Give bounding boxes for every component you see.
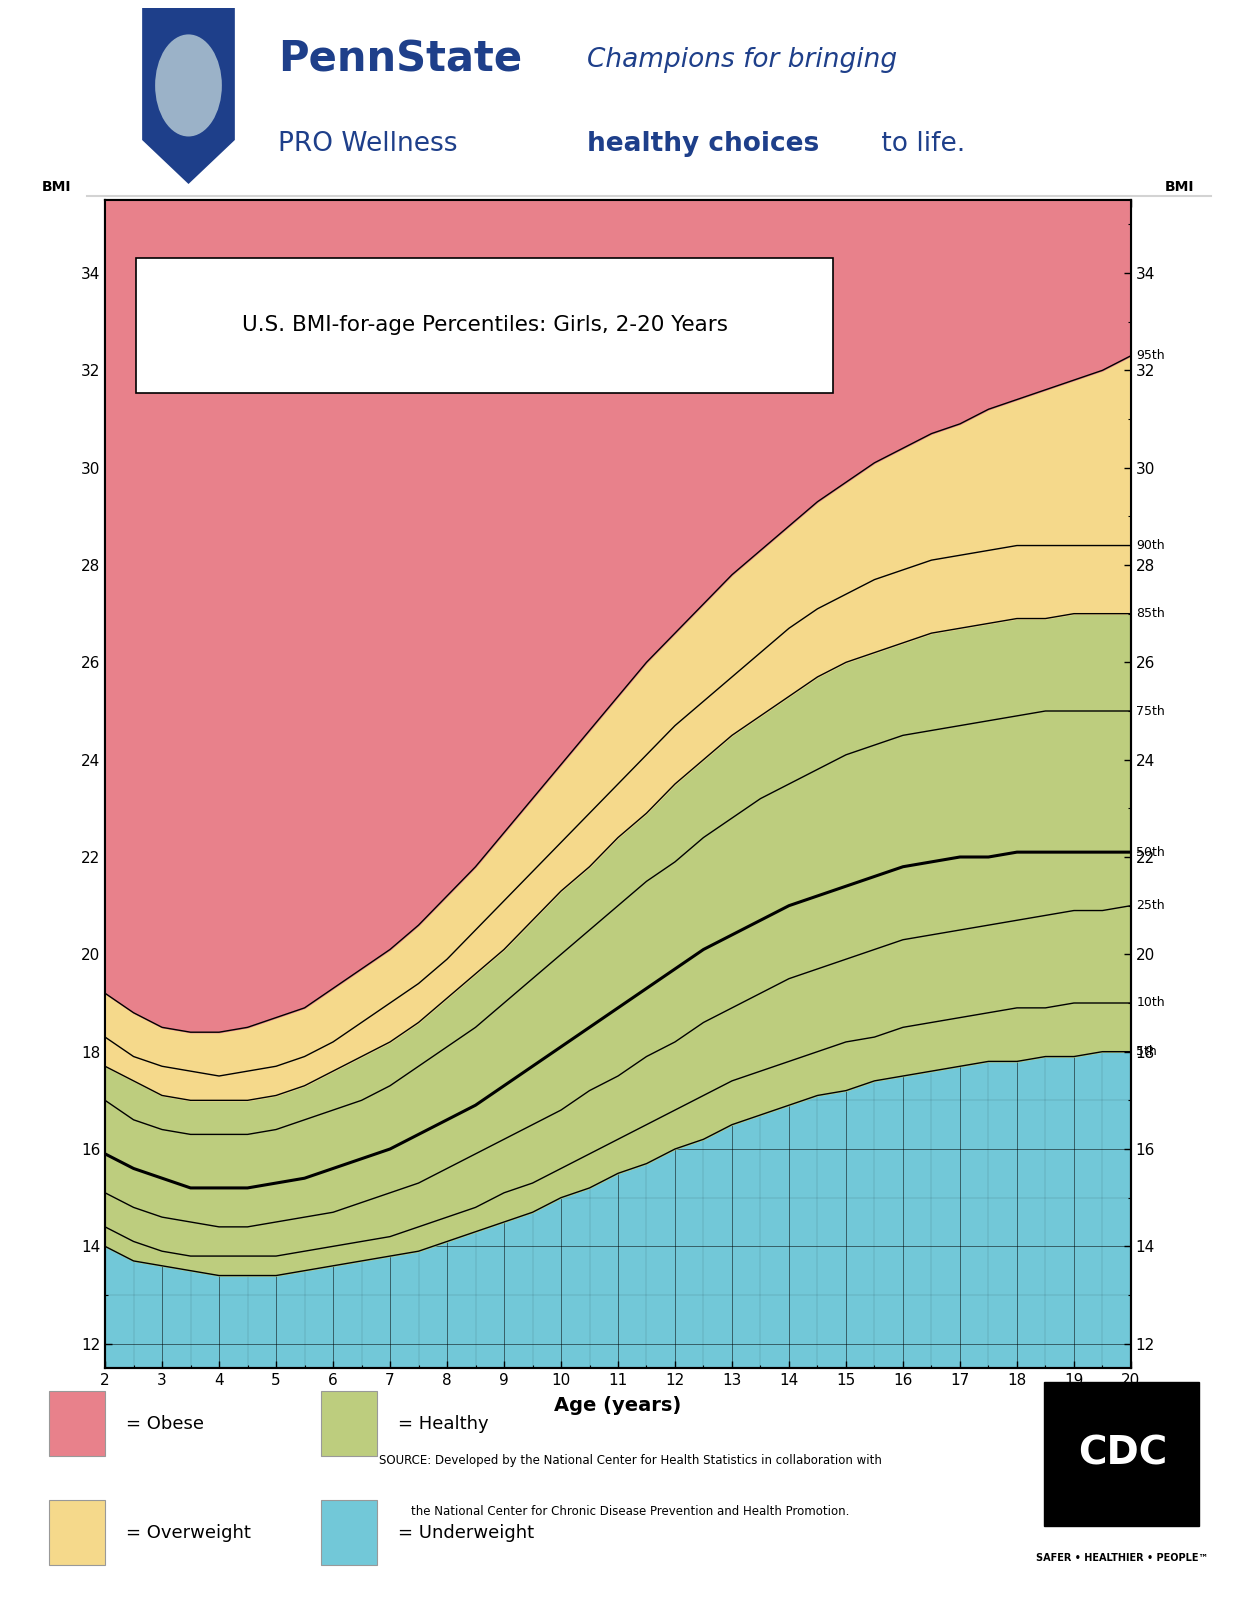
X-axis label: Age (years): Age (years) (555, 1397, 681, 1414)
Text: 90th: 90th (1136, 539, 1166, 552)
Text: BMI: BMI (42, 181, 70, 194)
FancyBboxPatch shape (136, 259, 833, 392)
Text: 85th: 85th (1136, 606, 1166, 621)
FancyBboxPatch shape (321, 1501, 377, 1565)
Text: BMI: BMI (1166, 181, 1194, 194)
Text: SOURCE: Developed by the National Center for Health Statistics in collaboration : SOURCE: Developed by the National Center… (379, 1454, 881, 1467)
Text: 75th: 75th (1136, 704, 1166, 717)
Ellipse shape (156, 35, 222, 136)
Text: the National Center for Chronic Disease Prevention and Health Promotion.: the National Center for Chronic Disease … (412, 1506, 849, 1518)
Text: U.S. BMI-for-age Percentiles: Girls, 2-20 Years: U.S. BMI-for-age Percentiles: Girls, 2-2… (241, 315, 728, 334)
FancyBboxPatch shape (1044, 1382, 1199, 1526)
Text: = Healthy: = Healthy (398, 1414, 488, 1432)
Text: Champions for bringing: Champions for bringing (587, 46, 897, 74)
FancyBboxPatch shape (49, 1390, 105, 1456)
Text: 10th: 10th (1136, 997, 1166, 1010)
Polygon shape (142, 8, 235, 184)
Text: = Overweight: = Overweight (126, 1523, 251, 1542)
Text: 95th: 95th (1136, 349, 1166, 362)
Text: PRO Wellness: PRO Wellness (278, 131, 457, 157)
Text: 50th: 50th (1136, 846, 1166, 859)
Text: = Obese: = Obese (126, 1414, 204, 1432)
Text: PennState: PennState (278, 38, 523, 82)
Text: SAFER • HEALTHIER • PEOPLE™: SAFER • HEALTHIER • PEOPLE™ (1036, 1554, 1209, 1563)
Text: CDC: CDC (1078, 1435, 1167, 1474)
Text: 5th: 5th (1136, 1045, 1157, 1058)
Text: to life.: to life. (873, 131, 965, 157)
Text: 25th: 25th (1136, 899, 1166, 912)
Text: healthy choices: healthy choices (587, 131, 819, 157)
Text: = Underweight: = Underweight (398, 1523, 534, 1542)
FancyBboxPatch shape (321, 1390, 377, 1456)
FancyBboxPatch shape (49, 1501, 105, 1565)
